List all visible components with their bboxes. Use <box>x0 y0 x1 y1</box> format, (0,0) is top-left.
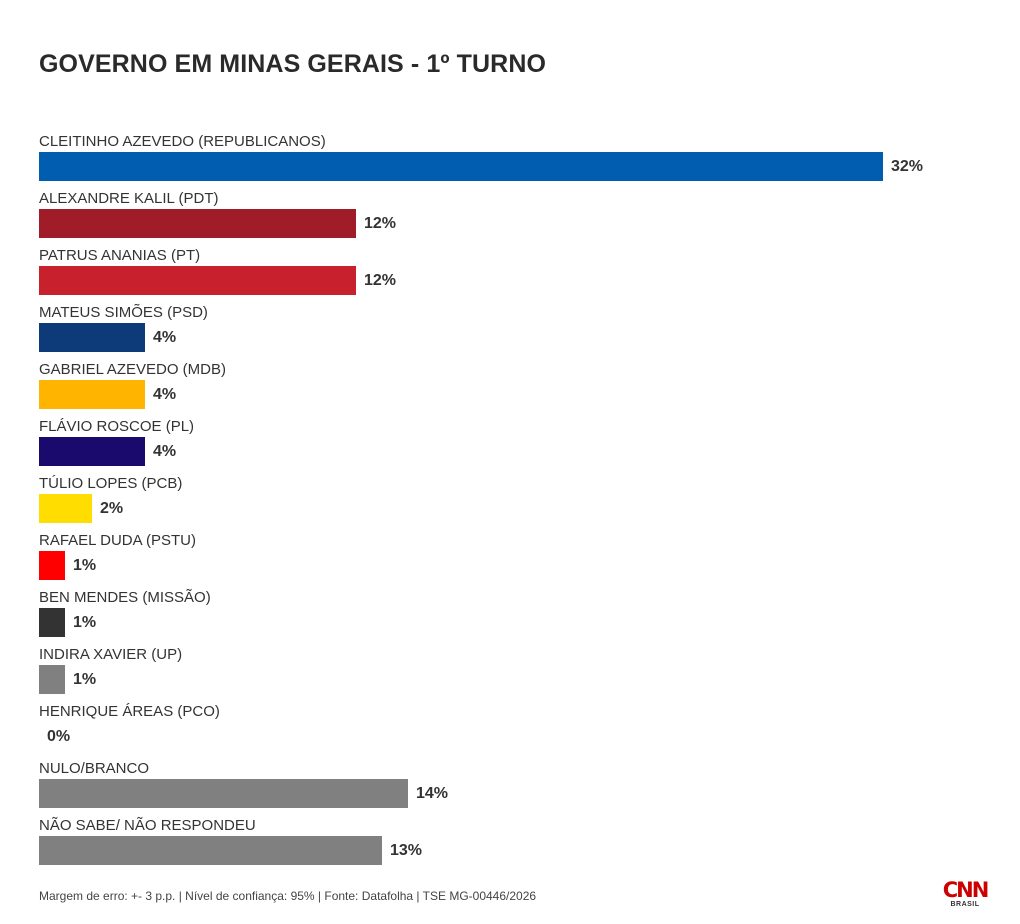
bar <box>39 209 356 238</box>
bar <box>39 323 145 352</box>
value-label: 4% <box>153 329 177 346</box>
bar <box>39 779 408 808</box>
bar <box>39 152 883 181</box>
category-label: PATRUS ANANIAS (PT) <box>39 247 201 264</box>
value-label: 1% <box>73 671 97 688</box>
logo-subtext: BRASIL <box>950 901 980 908</box>
category-label: RAFAEL DUDA (PSTU) <box>39 532 196 549</box>
value-label: 2% <box>100 500 124 517</box>
category-label: TÚLIO LOPES (PCB) <box>39 475 183 492</box>
bar <box>39 608 65 637</box>
bar <box>39 494 92 523</box>
category-label: INDIRA XAVIER (UP) <box>39 646 183 663</box>
value-label: 32% <box>891 158 924 175</box>
value-label: 4% <box>153 386 177 403</box>
value-label: 1% <box>73 614 97 631</box>
category-label: HENRIQUE ÁREAS (PCO) <box>39 703 220 720</box>
category-label: GABRIEL AZEVEDO (MDB) <box>39 361 226 378</box>
bar <box>39 437 145 466</box>
bar <box>39 380 145 409</box>
category-label: ALEXANDRE KALIL (PDT) <box>39 190 219 207</box>
bar <box>39 551 65 580</box>
bar-chart: CLEITINHO AZEVEDO (REPUBLICANOS) 32% ALEXA… <box>39 133 924 865</box>
value-label: 12% <box>364 215 397 232</box>
value-label: 0% <box>47 728 71 745</box>
cnn-brasil-logo: CNN BRASIL <box>940 878 990 912</box>
category-label: NÃO SABE/ NÃO RESPONDEU <box>39 817 256 834</box>
bar <box>39 836 382 865</box>
value-label: 1% <box>73 557 97 574</box>
chart-title: GOVERNO EM MINAS GERAIS - 1º TURNO <box>39 50 547 78</box>
category-label: FLÁVIO ROSCOE (PL) <box>39 418 195 435</box>
value-label: 13% <box>390 842 423 859</box>
category-label: NULO/BRANCO <box>39 760 150 777</box>
bar <box>39 665 65 694</box>
value-label: 14% <box>416 785 449 802</box>
category-label: CLEITINHO AZEVEDO (REPUBLICANOS) <box>39 133 326 150</box>
value-label: 4% <box>153 443 177 460</box>
footer-note: Margem de erro: +- 3 p.p. | Nível de con… <box>39 889 537 903</box>
value-label: 12% <box>364 272 397 289</box>
category-label: MATEUS SIMÕES (PSD) <box>39 304 208 321</box>
logo-text: CNN <box>942 878 990 902</box>
bar <box>39 266 356 295</box>
category-label: BEN MENDES (MISSÃO) <box>39 589 211 606</box>
